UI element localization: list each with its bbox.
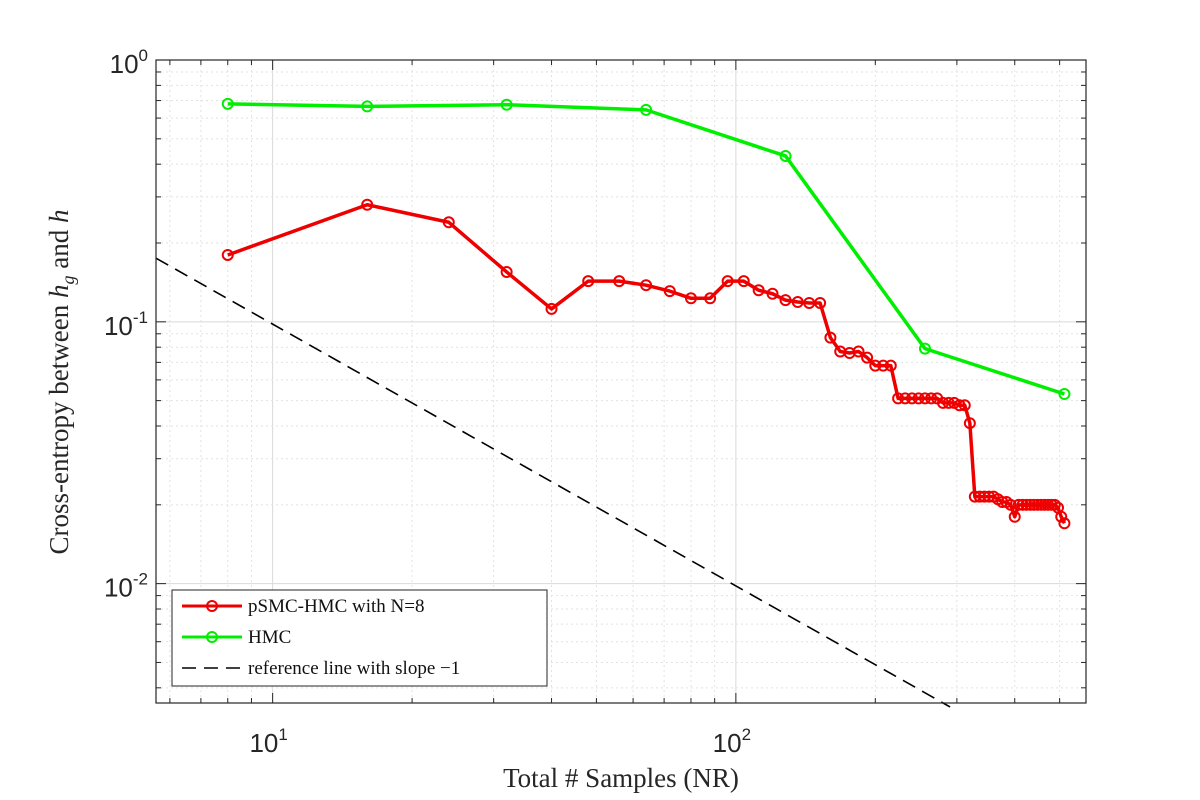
y-axis-label-var1: h — [44, 285, 74, 299]
x-tick-label-base: 10 — [249, 728, 278, 758]
data-point-hmc — [779, 149, 792, 162]
data-point-psmc-hmc — [814, 296, 827, 309]
y-axis-label-prefix: Cross-entropy between — [44, 298, 74, 554]
y-axis-label-middle: and — [44, 223, 74, 275]
data-point-hmc — [221, 97, 234, 110]
data-point-hmc — [1058, 388, 1071, 401]
data-point-psmc-hmc — [892, 392, 905, 405]
data-point-psmc-hmc — [877, 359, 890, 372]
data-point-psmc-hmc — [861, 351, 874, 364]
legend-marker-psmc — [206, 600, 218, 612]
data-point-psmc-hmc — [918, 392, 931, 405]
x-tick-label-base: 10 — [713, 728, 742, 758]
data-point-psmc-hmc — [704, 292, 717, 305]
data-point-psmc-hmc — [684, 292, 697, 305]
data-point-psmc-hmc — [958, 399, 971, 412]
data-point-psmc-hmc — [442, 216, 455, 229]
data-point-psmc-hmc — [936, 396, 949, 409]
data-point-psmc-hmc — [953, 399, 966, 412]
data-point-psmc-hmc — [852, 345, 865, 358]
axis-ticks — [156, 59, 1086, 703]
data-point-psmc-hmc — [766, 287, 779, 300]
data-point-psmc-hmc — [1020, 498, 1033, 511]
data-point-psmc-hmc — [721, 275, 734, 288]
y-tick-label: 100 — [110, 46, 148, 79]
legend-label-psmc: pSMC-HMC with N=8 — [248, 596, 424, 617]
x-tick-label: 101 — [249, 725, 287, 758]
data-point-psmc-hmc — [752, 284, 765, 297]
y-axis-label: Cross-entropy between hg and h — [44, 210, 78, 555]
legend: pSMC-HMC with N=8 HMC reference line wit… — [171, 589, 548, 687]
reference-line — [155, 257, 951, 708]
data-point-psmc-hmc — [1004, 498, 1017, 511]
data-point-hmc — [500, 98, 513, 111]
data-point-psmc-hmc — [545, 302, 558, 315]
data-point-psmc-hmc — [221, 248, 234, 261]
data-point-psmc-hmc — [1008, 510, 1021, 523]
legend-label-hmc: HMC — [248, 627, 291, 648]
y-axis-label-var2: h — [44, 210, 74, 224]
legend-marker-hmc — [206, 631, 218, 643]
data-point-psmc-hmc — [640, 279, 653, 292]
data-point-psmc-hmc — [912, 392, 925, 405]
legend-label-reference: reference line with slope −1 — [248, 658, 460, 679]
data-point-psmc-hmc — [791, 296, 804, 309]
y-tick-label: 10-2 — [104, 570, 148, 603]
plot-frame — [155, 59, 1087, 704]
y-tick-label-exponent: 0 — [139, 46, 148, 65]
data-point-psmc-hmc — [361, 198, 374, 211]
data-point-psmc-hmc — [737, 275, 750, 288]
data-point-psmc-hmc — [905, 392, 918, 405]
data-point-psmc-hmc — [582, 275, 595, 288]
data-point-psmc-hmc — [663, 285, 676, 298]
data-point-hmc — [640, 103, 653, 116]
data-point-psmc-hmc — [779, 294, 792, 307]
data-point-hmc — [361, 100, 374, 113]
x-axis-label: Total # Samples (NR) — [503, 763, 739, 793]
data-point-hmc — [918, 342, 931, 355]
data-series — [155, 97, 1071, 708]
y-tick-label-exponent: -1 — [133, 308, 148, 327]
data-point-psmc-hmc — [824, 331, 837, 344]
grid-lines — [156, 59, 1086, 703]
data-point-psmc-hmc — [884, 359, 897, 372]
data-point-psmc-hmc — [1012, 498, 1025, 511]
data-point-psmc-hmc — [1058, 517, 1071, 530]
y-tick-label: 10-1 — [104, 308, 148, 341]
data-point-psmc-hmc — [1045, 498, 1058, 511]
y-tick-label-base: 10 — [110, 49, 139, 79]
x-tick-labels: 101 102 — [249, 725, 751, 758]
y-tick-label-exponent: -2 — [133, 570, 148, 589]
data-point-psmc-hmc — [613, 275, 626, 288]
data-point-psmc-hmc — [899, 392, 912, 405]
x-tick-label: 102 — [713, 725, 751, 758]
data-point-psmc-hmc — [500, 265, 513, 278]
y-tick-label-base: 10 — [104, 573, 133, 603]
data-point-psmc-hmc — [963, 417, 976, 430]
data-point-psmc-hmc — [1055, 510, 1068, 523]
y-axis-label-var1-sub: g — [58, 276, 78, 285]
x-tick-label-exponent: 2 — [742, 725, 751, 744]
data-point-psmc-hmc — [1048, 498, 1061, 511]
y-tick-label-base: 10 — [104, 311, 133, 341]
series-line-hmc — [227, 102, 1065, 396]
data-point-psmc-hmc — [925, 392, 938, 405]
data-point-psmc-hmc — [869, 359, 882, 372]
data-point-psmc-hmc — [1016, 498, 1029, 511]
data-point-psmc-hmc — [942, 396, 955, 409]
x-tick-label-exponent: 1 — [278, 725, 287, 744]
